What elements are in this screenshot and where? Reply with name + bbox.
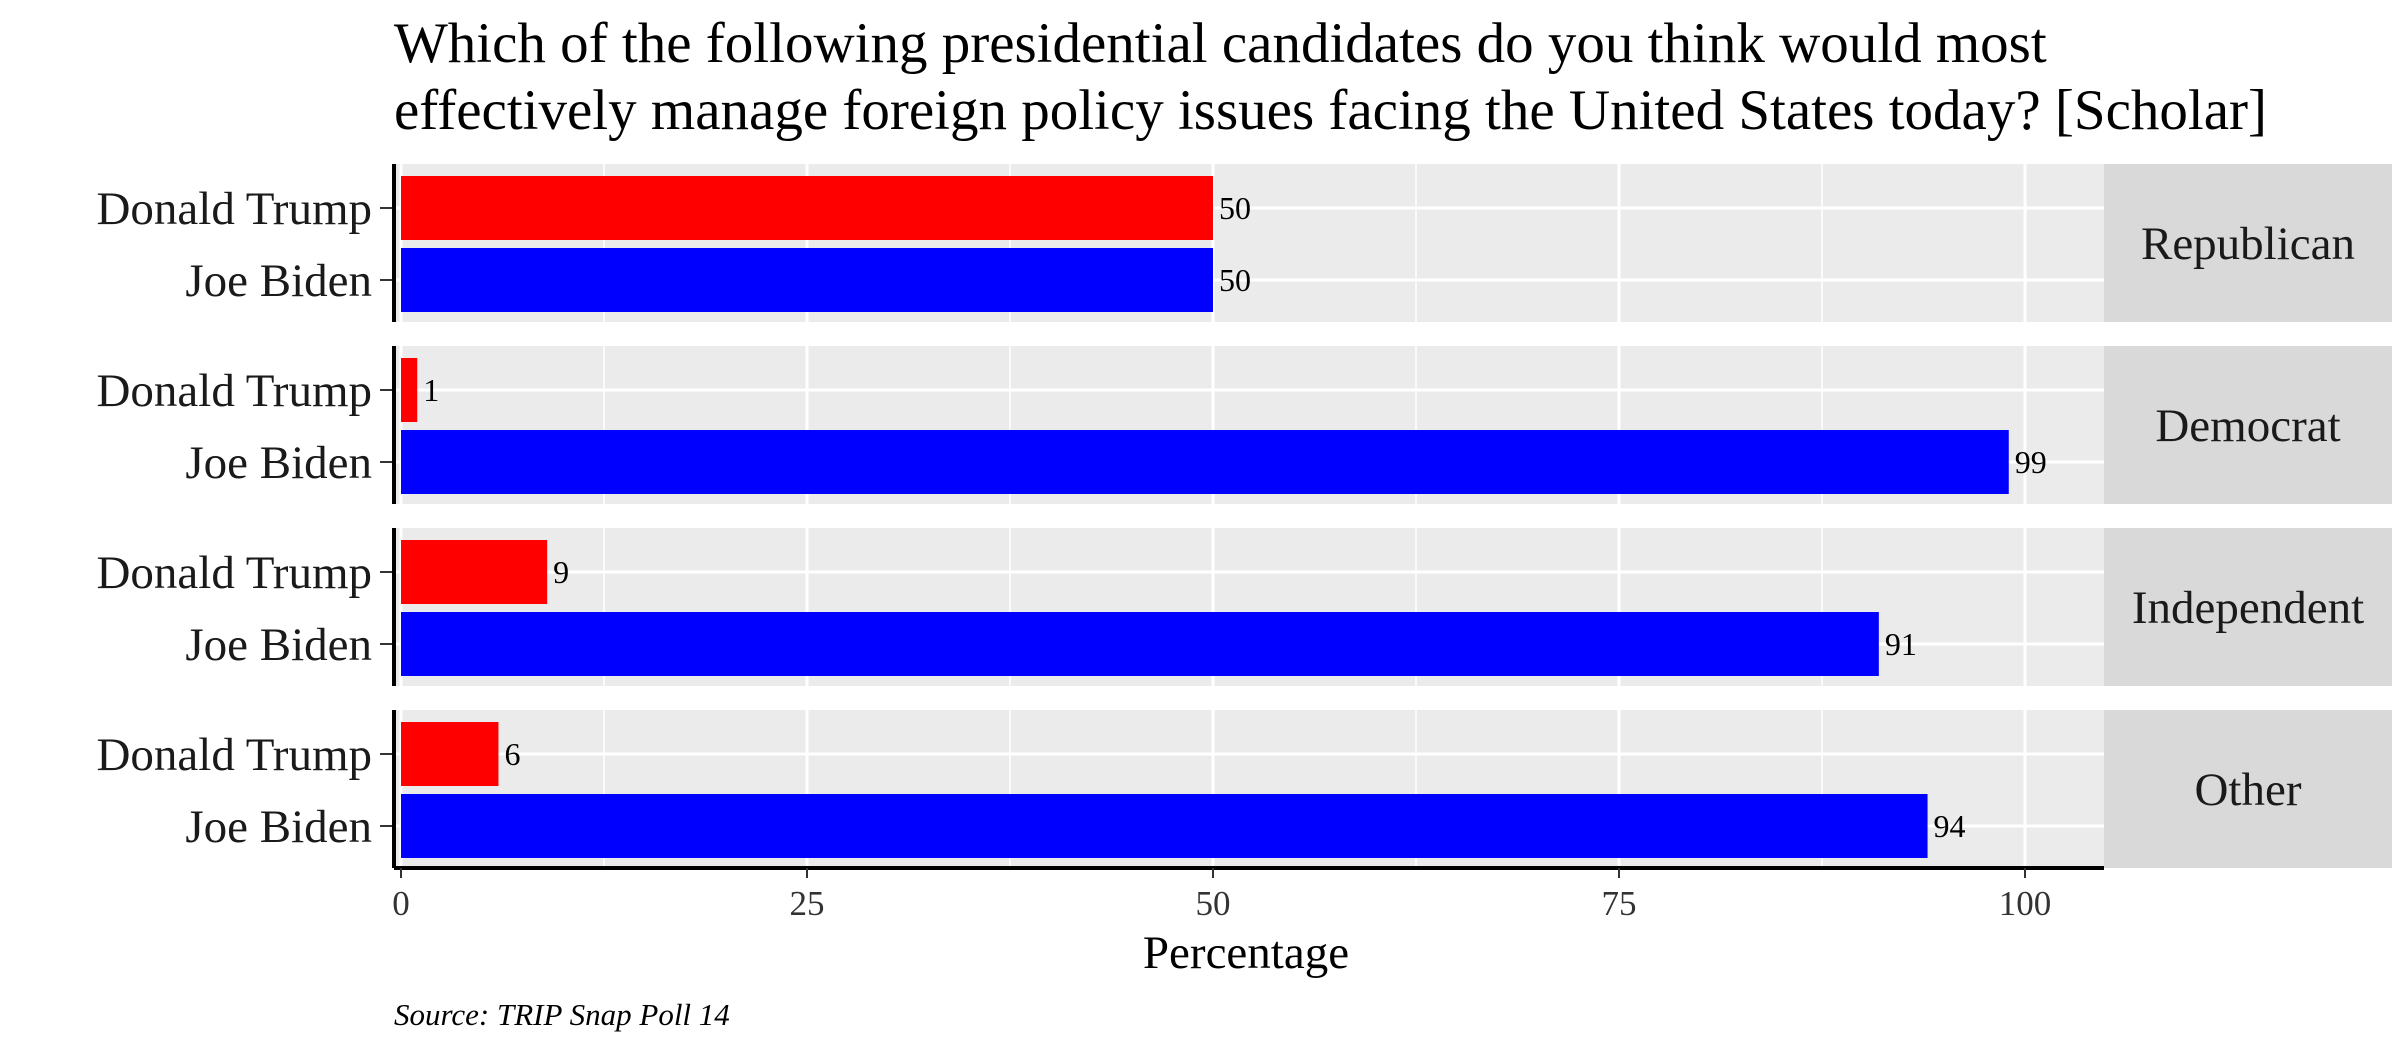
data-label: 1 [423,372,439,408]
x-tick-label: 75 [1602,884,1637,923]
x-axis-title: Percentage [1143,927,1349,979]
data-label: 94 [1934,808,1966,844]
facet-panel: 1 Donald Trump 99 Joe Biden Democrat [96,346,2392,504]
bar [401,248,1213,312]
x-tick-label: 0 [392,884,410,923]
data-label: 91 [1885,626,1917,662]
facet-panel: 9 Donald Trump 91 Joe Biden Independent [96,528,2392,686]
y-tick-label: Joe Biden [185,255,372,307]
bar [401,612,1879,676]
facet-panel: 6 Donald Trump 94 Joe Biden Other [96,710,2392,868]
y-tick-label: Donald Trump [96,547,372,599]
chart-title-line: Which of the following presidential cand… [394,12,2047,75]
bar [401,794,1928,858]
facet-strip [2104,528,2392,686]
y-tick-label: Donald Trump [96,183,372,235]
data-label: 50 [1219,262,1251,298]
bar [401,430,2009,494]
y-tick-label: Joe Biden [185,801,372,853]
source-caption: Source: TRIP Snap Poll 14 [394,997,730,1032]
bar [401,540,548,604]
chart-title-line: effectively manage foreign policy issues… [394,79,2267,142]
data-label: 6 [504,736,520,772]
y-tick-label: Joe Biden [185,619,372,671]
bar [401,722,499,786]
facet-panel: 50 Donald Trump 50 Joe Biden Republican [96,164,2392,322]
facet-strip-label: Other [2194,764,2301,816]
bar [401,358,418,422]
chart-title: Which of the following presidential cand… [394,12,2267,142]
x-axis: 0 25 50 75 100 [392,866,2104,923]
data-label: 50 [1219,190,1251,226]
facet-strip [2104,346,2392,504]
facet-strip-label: Democrat [2155,400,2340,452]
facet-strip-label: Republican [2141,218,2355,270]
x-tick-label: 50 [1196,884,1231,923]
x-tick-label: 25 [790,884,825,923]
data-label: 9 [553,554,569,590]
x-tick-label: 100 [1999,884,2052,923]
facet-strip [2104,164,2392,322]
facet-panels: 50 Donald Trump 50 Joe Biden Republican 1 Dona… [96,164,2392,868]
data-label: 99 [2015,444,2047,480]
facet-strip [2104,710,2392,868]
y-tick-label: Joe Biden [185,437,372,489]
y-tick-label: Donald Trump [96,729,372,781]
bar [401,176,1213,240]
y-tick-label: Donald Trump [96,365,372,417]
facet-strip-label: Independent [2132,582,2364,634]
